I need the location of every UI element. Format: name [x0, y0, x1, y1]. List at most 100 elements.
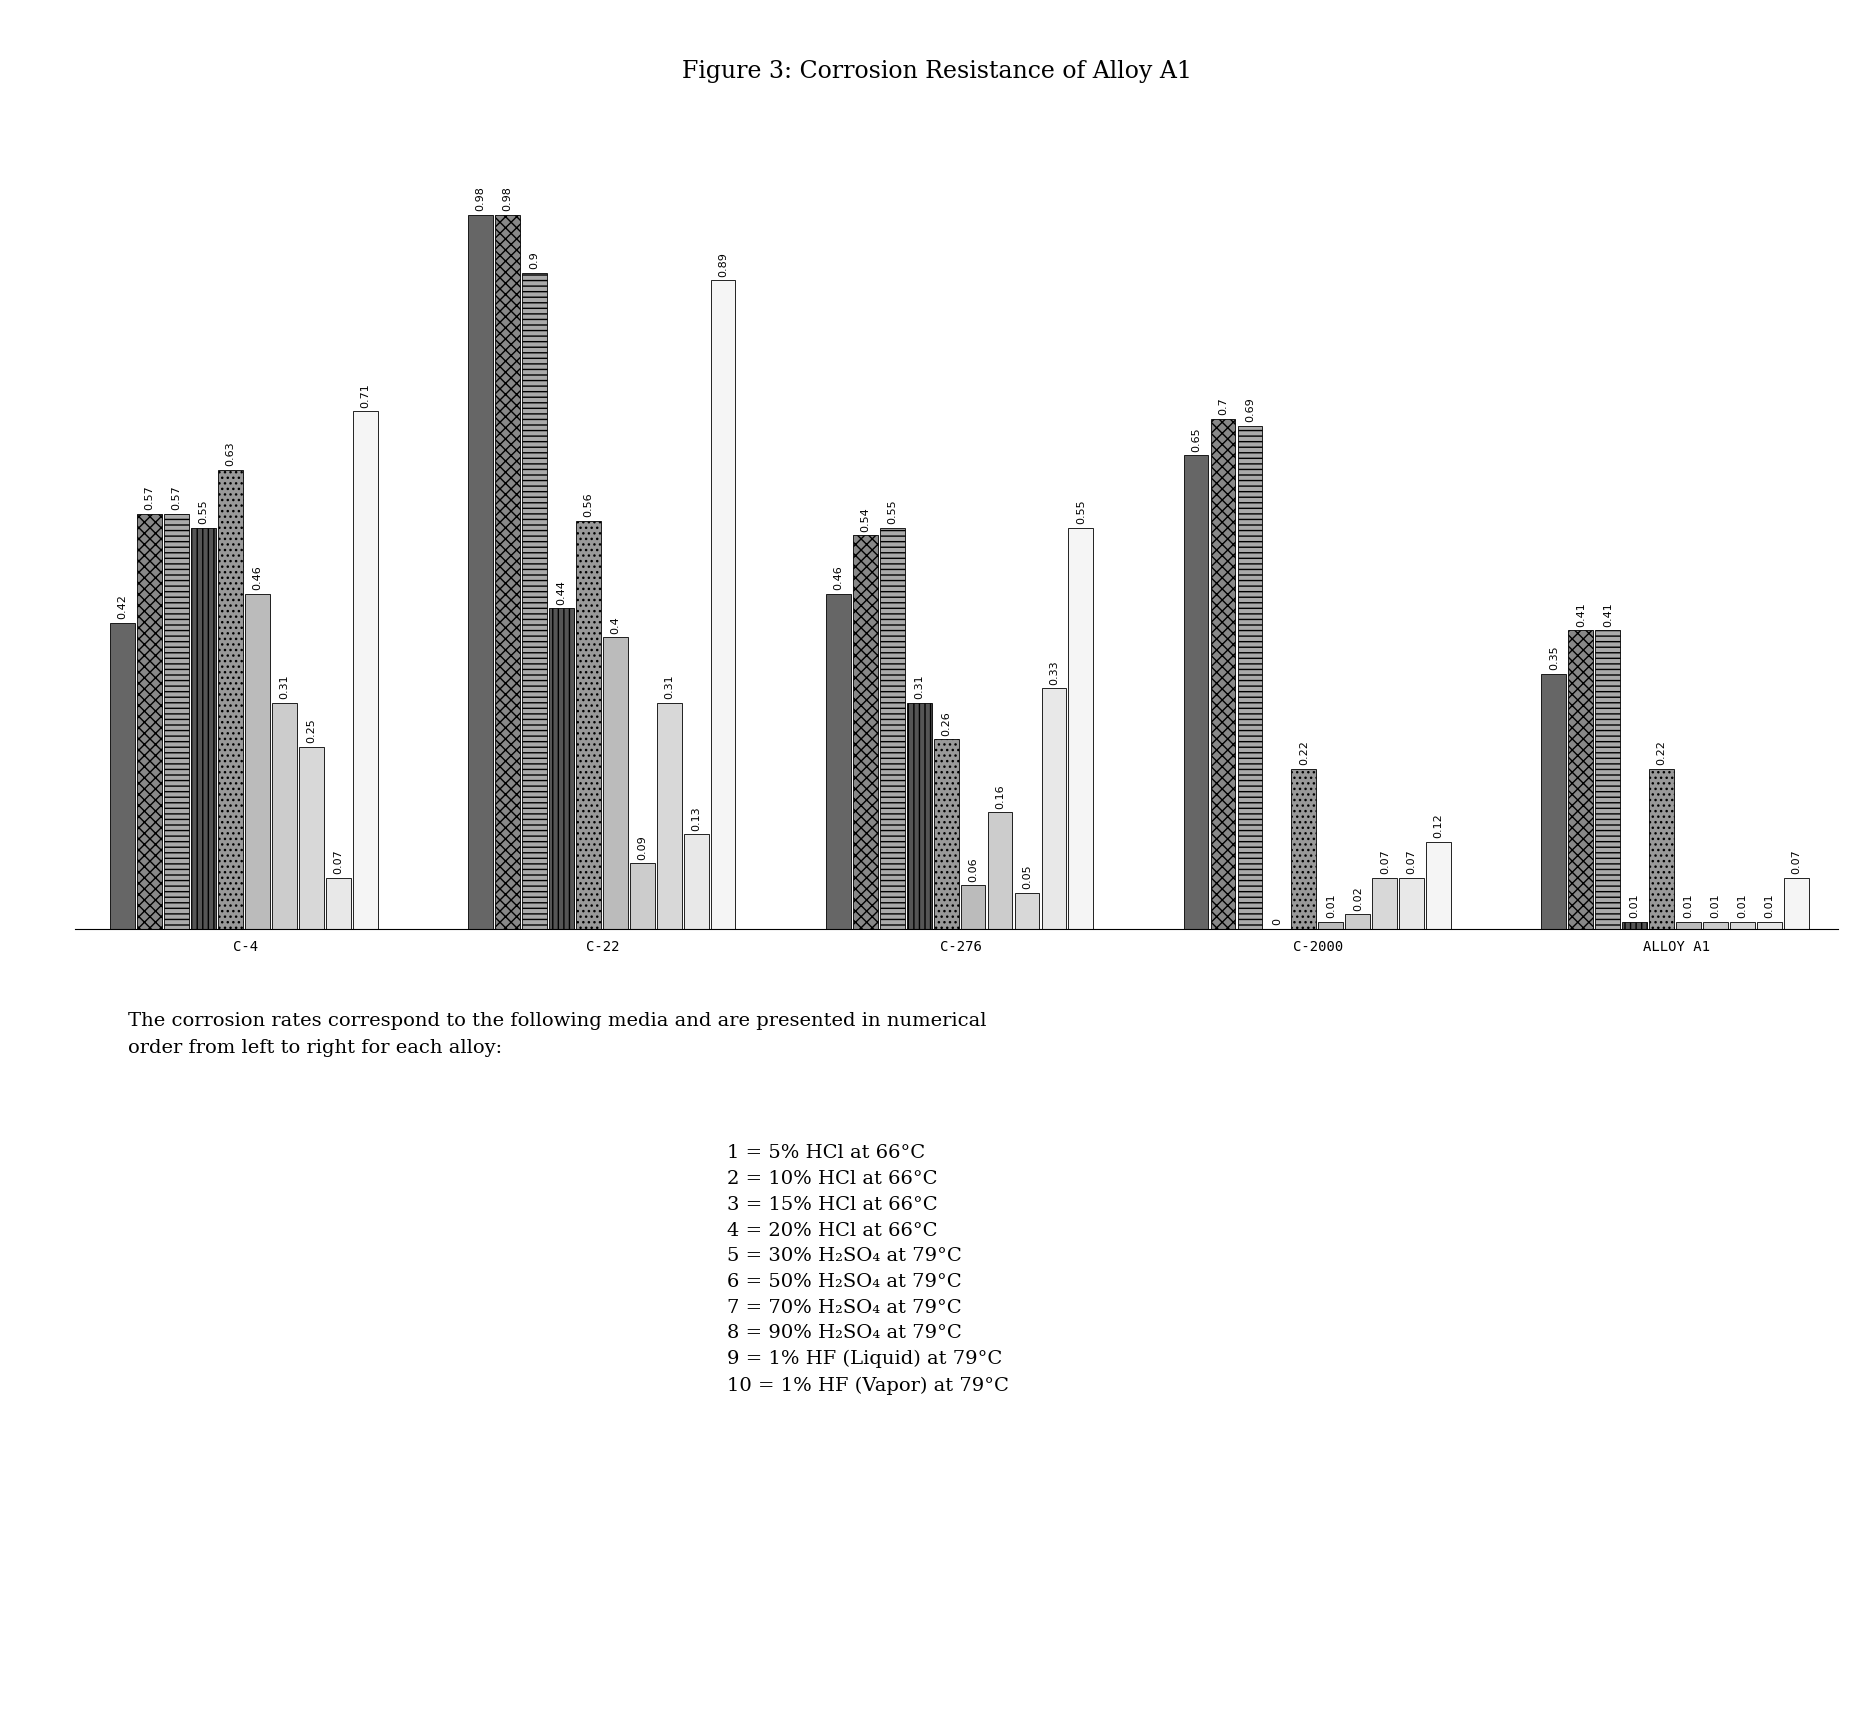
Text: 0.01: 0.01	[1764, 894, 1774, 918]
Bar	[576, 520, 600, 928]
Text: 0.16: 0.16	[996, 784, 1005, 809]
Text: 0.57: 0.57	[144, 486, 154, 510]
Text: 0.7: 0.7	[1219, 398, 1228, 415]
Bar	[1318, 921, 1342, 928]
Text: 0.26: 0.26	[941, 711, 951, 735]
Text: 0.07: 0.07	[1791, 849, 1802, 875]
Bar	[1568, 630, 1594, 928]
Bar	[1676, 921, 1701, 928]
Text: 1 = 5% HCl at 66°C
2 = 10% HCl at 66°C
3 = 15% HCl at 66°C
4 = 20% HCl at 66°C
5: 1 = 5% HCl at 66°C 2 = 10% HCl at 66°C 3…	[728, 1145, 1009, 1395]
Bar	[1650, 768, 1674, 928]
Text: 0.89: 0.89	[718, 251, 728, 277]
Text: 0.98: 0.98	[476, 186, 486, 212]
Bar	[1427, 842, 1451, 928]
Text: 0.41: 0.41	[1575, 601, 1586, 627]
Text: 0.31: 0.31	[279, 675, 289, 699]
Bar	[469, 215, 493, 928]
Text: 0.09: 0.09	[638, 835, 647, 859]
Bar	[684, 833, 709, 928]
Text: 0.35: 0.35	[1549, 646, 1558, 670]
Bar	[853, 536, 878, 928]
Text: 0.13: 0.13	[692, 806, 701, 830]
Bar	[1622, 921, 1646, 928]
Text: 0.01: 0.01	[1738, 894, 1748, 918]
Text: 0.55: 0.55	[199, 499, 208, 525]
Bar	[326, 878, 351, 928]
Text: 0.31: 0.31	[664, 675, 675, 699]
Bar	[246, 594, 270, 928]
Text: 0.57: 0.57	[172, 486, 182, 510]
Text: 0.46: 0.46	[832, 565, 844, 591]
Text: 0.25: 0.25	[306, 718, 317, 744]
Bar	[908, 703, 932, 928]
Text: 0.42: 0.42	[118, 594, 128, 620]
Bar	[1211, 418, 1236, 928]
Text: 0.65: 0.65	[1191, 427, 1202, 451]
Text: 0.05: 0.05	[1022, 864, 1031, 889]
Text: 0.71: 0.71	[360, 382, 369, 408]
Bar	[1069, 529, 1093, 928]
Text: 0.02: 0.02	[1352, 887, 1363, 911]
Text: 0.41: 0.41	[1603, 601, 1612, 627]
Text: 0.56: 0.56	[583, 492, 592, 517]
Bar	[960, 885, 986, 928]
Text: 0.07: 0.07	[334, 849, 343, 875]
Bar	[825, 594, 851, 928]
Text: 0.69: 0.69	[1245, 398, 1254, 422]
Text: 0.55: 0.55	[1076, 499, 1086, 525]
Bar	[521, 274, 547, 928]
Bar	[1014, 892, 1039, 928]
Bar	[1292, 768, 1316, 928]
Bar	[165, 513, 189, 928]
Bar	[137, 513, 161, 928]
Bar	[1238, 425, 1262, 928]
Text: 0.9: 0.9	[529, 251, 540, 269]
Bar	[988, 813, 1012, 928]
Bar	[272, 703, 296, 928]
Bar	[549, 608, 574, 928]
Text: 0.46: 0.46	[253, 565, 263, 591]
Bar	[298, 747, 324, 928]
Text: 0.55: 0.55	[887, 499, 898, 525]
Bar	[630, 863, 654, 928]
Bar	[1041, 689, 1067, 928]
Bar	[1785, 878, 1809, 928]
Bar	[352, 412, 377, 928]
Text: 0.07: 0.07	[1406, 849, 1418, 875]
Text: 0.22: 0.22	[1658, 740, 1667, 765]
Bar	[604, 637, 628, 928]
Bar	[1372, 878, 1397, 928]
Text: The corrosion rates correspond to the following media and are presented in numer: The corrosion rates correspond to the fo…	[128, 1013, 986, 1057]
Text: 0.07: 0.07	[1380, 849, 1389, 875]
Text: 0.01: 0.01	[1684, 894, 1693, 918]
Text: 0.63: 0.63	[225, 441, 236, 467]
Text: 0.54: 0.54	[861, 506, 870, 532]
Bar	[934, 739, 958, 928]
Text: Figure 3: Corrosion Resistance of Alloy A1: Figure 3: Corrosion Resistance of Alloy …	[682, 60, 1192, 83]
Text: 0.01: 0.01	[1710, 894, 1721, 918]
Bar	[1541, 673, 1566, 928]
Bar	[656, 703, 682, 928]
Bar	[1731, 921, 1755, 928]
Text: 0.06: 0.06	[968, 858, 979, 882]
Bar	[495, 215, 519, 928]
Bar	[711, 281, 735, 928]
Text: 0.4: 0.4	[609, 616, 621, 634]
Text: 0.01: 0.01	[1629, 894, 1641, 918]
Bar	[879, 529, 904, 928]
Bar	[1346, 914, 1371, 928]
Bar	[1596, 630, 1620, 928]
Text: 0.44: 0.44	[557, 580, 566, 604]
Text: 0.12: 0.12	[1434, 813, 1444, 839]
Text: 0.01: 0.01	[1326, 894, 1335, 918]
Text: 0: 0	[1271, 918, 1282, 925]
Bar	[1183, 455, 1209, 928]
Bar	[1702, 921, 1729, 928]
Text: 0.98: 0.98	[503, 186, 512, 212]
Text: 0.31: 0.31	[915, 675, 924, 699]
Text: 0.33: 0.33	[1048, 660, 1059, 685]
Bar	[111, 623, 135, 928]
Bar	[1757, 921, 1781, 928]
Bar	[191, 529, 216, 928]
Text: 0.22: 0.22	[1299, 740, 1309, 765]
